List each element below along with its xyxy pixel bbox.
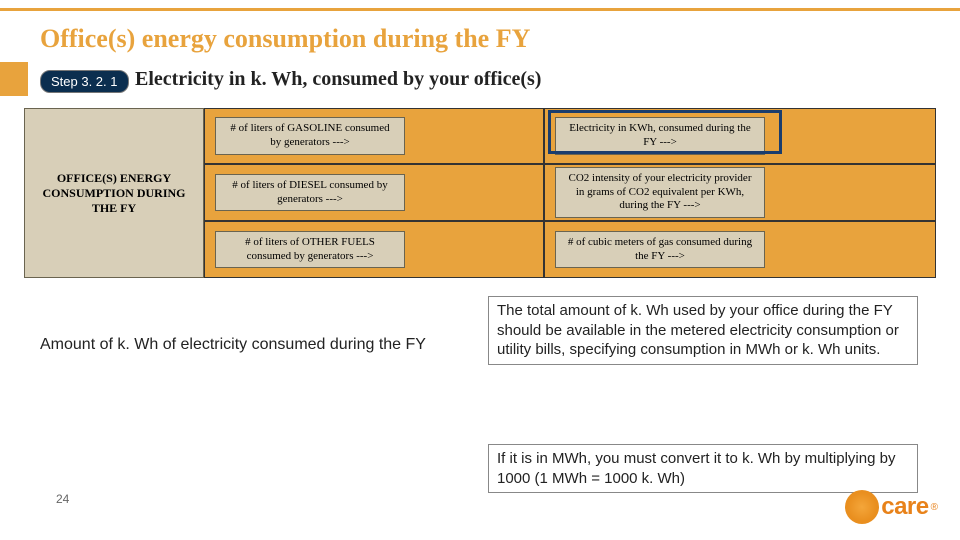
label-gasoline: # of liters of GASOLINE consumed by gene…	[215, 117, 405, 155]
label-diesel: # of liters of DIESEL consumed by genera…	[215, 174, 405, 212]
consumption-diagram: OFFICE(S) ENERGY CONSUMPTION DURING THE …	[24, 108, 936, 278]
care-logo: care ®	[845, 490, 938, 524]
note-box-2: If it is in MWh, you must convert it to …	[488, 444, 918, 493]
highlight-electricity-box	[548, 110, 782, 154]
step-badge: Step 3. 2. 1	[40, 70, 129, 93]
diagram-cell: # of liters of OTHER FUELS consumed by g…	[204, 221, 544, 278]
page-title: Office(s) energy consumption during the …	[40, 24, 530, 54]
diagram-mid-column: # of liters of GASOLINE consumed by gene…	[204, 108, 544, 278]
logo-text: care	[881, 493, 928, 521]
label-other-fuels: # of liters of OTHER FUELS consumed by g…	[215, 231, 405, 269]
diagram-cell: # of liters of DIESEL consumed by genera…	[204, 164, 544, 221]
diagram-cell: # of liters of GASOLINE consumed by gene…	[204, 108, 544, 164]
section-subhead: Electricity in k. Wh, consumed by your o…	[135, 68, 541, 91]
page-number: 24	[56, 492, 69, 506]
left-accent-block	[0, 62, 28, 96]
note-box-1: The total amount of k. Wh used by your o…	[488, 296, 918, 365]
label-gas-m3: # of cubic meters of gas consumed during…	[555, 231, 765, 269]
diagram-left-panel: OFFICE(S) ENERGY CONSUMPTION DURING THE …	[24, 108, 204, 278]
logo-burst-icon	[845, 490, 879, 524]
diagram-cell: CO2 intensity of your electricity provid…	[544, 164, 936, 221]
registered-mark: ®	[931, 502, 938, 513]
top-accent-bar	[0, 8, 960, 11]
diagram-cell: # of cubic meters of gas consumed during…	[544, 221, 936, 278]
diagram-right-column: Electricity in KWh, consumed during the …	[544, 108, 936, 278]
body-line: Amount of k. Wh of electricity consumed …	[40, 336, 426, 354]
label-co2-intensity: CO2 intensity of your electricity provid…	[555, 167, 765, 218]
